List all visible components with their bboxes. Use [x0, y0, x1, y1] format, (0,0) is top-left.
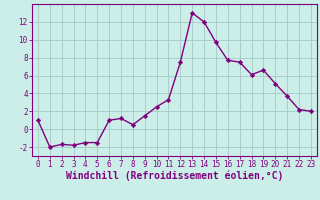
X-axis label: Windchill (Refroidissement éolien,°C): Windchill (Refroidissement éolien,°C) [66, 171, 283, 181]
